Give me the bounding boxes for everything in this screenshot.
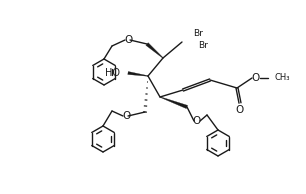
Text: HO: HO (105, 68, 120, 78)
Text: O: O (123, 111, 131, 121)
Text: O: O (252, 73, 260, 83)
Polygon shape (160, 97, 188, 109)
Polygon shape (128, 72, 148, 76)
Text: Br: Br (198, 41, 208, 49)
Polygon shape (146, 43, 163, 58)
Text: Br: Br (193, 29, 203, 37)
Text: O: O (125, 35, 133, 45)
Text: CH₃: CH₃ (275, 74, 290, 82)
Text: O: O (193, 116, 201, 126)
Text: O: O (236, 105, 244, 115)
